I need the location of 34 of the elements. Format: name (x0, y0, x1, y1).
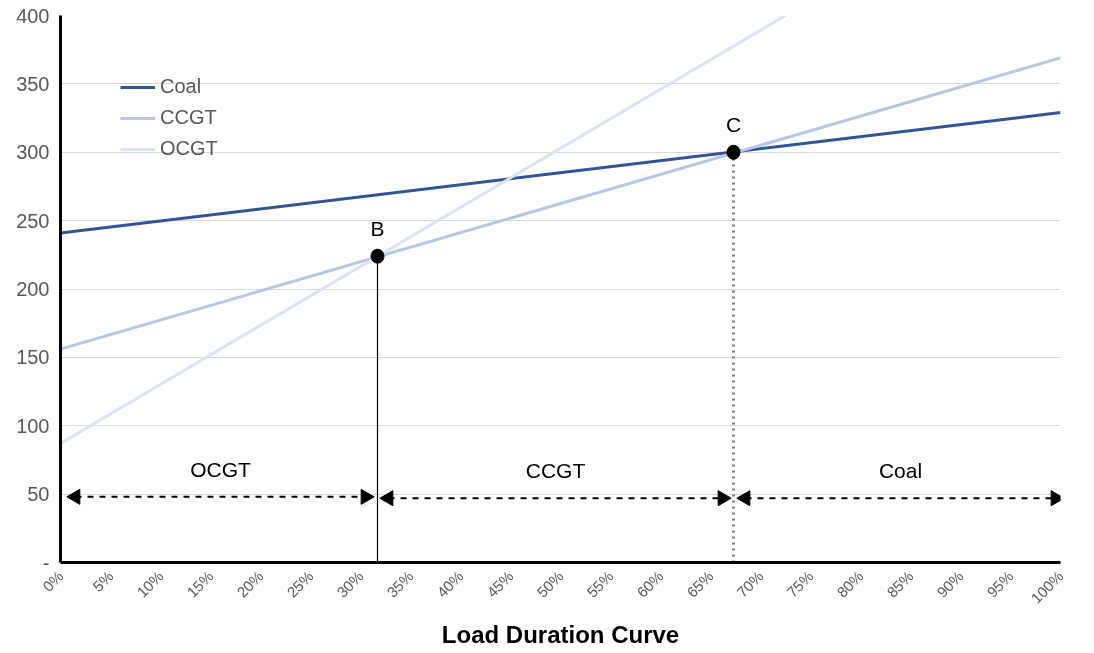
y-tick-label: 200 (16, 278, 50, 300)
y-tick-label: 250 (16, 209, 50, 232)
y-tick-label: 300 (16, 141, 50, 164)
y-tick-label: 100 (16, 414, 50, 437)
x-tick-label: 35% (383, 567, 417, 601)
annotation: OCGT (190, 457, 251, 481)
x-tick-label: 60% (633, 567, 667, 601)
x-tick-label: 5% (89, 567, 117, 595)
x-tick-label: 70% (733, 567, 767, 601)
annotation: CCGT (525, 459, 586, 483)
x-tick-label: 40% (433, 567, 467, 601)
legend-label: CCGT (160, 106, 217, 129)
x-tick-label: 95% (983, 567, 1017, 601)
y-tick-label: 150 (16, 346, 50, 369)
x-axis-title: Load Duration Curve (441, 620, 680, 648)
x-tick-label: 90% (933, 567, 967, 601)
x-tick-label: 65% (683, 567, 717, 601)
x-tick-label: 80% (833, 567, 867, 601)
x-tick-label: 55% (583, 567, 617, 601)
x-tick-label: 30% (333, 567, 367, 601)
annotation: Coal (878, 459, 923, 483)
y-tick-label: 400 (16, 4, 50, 27)
x-tick-label: 50% (533, 567, 567, 601)
point (370, 248, 385, 264)
annotation: B (370, 217, 385, 241)
x-tick-label: 85% (883, 567, 917, 601)
legend-label: Coal (160, 75, 202, 98)
legend-label: OCGT (160, 137, 218, 160)
x-tick-label: 45% (483, 567, 517, 601)
y-tick-label: 50 (27, 483, 50, 506)
x-tick-label: 75% (783, 567, 817, 601)
annotation: C (725, 113, 742, 137)
point (726, 144, 741, 160)
y-tick-label: 350 (16, 72, 50, 95)
